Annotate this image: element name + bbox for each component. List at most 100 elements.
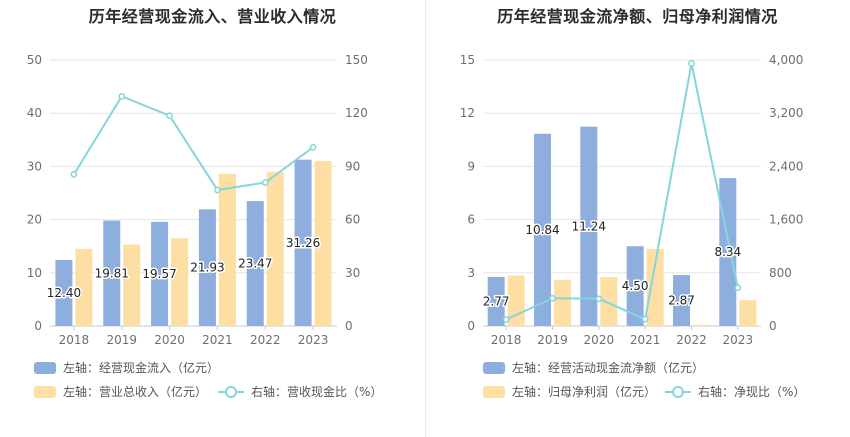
x-tick-label: 2020	[584, 333, 615, 347]
legend-line-swatch	[218, 385, 244, 398]
legend-item-series-1[interactable]: 左轴：经营现金流入（亿元）	[34, 359, 219, 376]
data-label: 4.50	[622, 279, 649, 293]
x-tick-label: 2021	[202, 333, 233, 347]
bar-series-2	[171, 238, 189, 326]
line-point	[549, 294, 556, 302]
bar-series-1	[487, 276, 505, 326]
y-left-tick-label: 6	[467, 213, 475, 227]
legend-label: 右轴：营收现金比（%）	[251, 385, 383, 399]
line-series	[505, 63, 739, 321]
data-label: 21.93	[190, 261, 224, 275]
bar-series-2	[75, 248, 93, 326]
line-point	[70, 171, 78, 178]
bar-series-1	[673, 275, 690, 326]
bar-series-2	[693, 324, 710, 326]
legend-label: 左轴：营业总收入（亿元）	[63, 385, 208, 399]
chart-title: 历年经营现金流入、营业收入情况	[88, 7, 337, 26]
x-tick-label: 2023	[723, 333, 754, 347]
data-label: 11.24	[572, 219, 606, 233]
y-left-tick-label: 30	[27, 159, 42, 173]
bar-series-1	[246, 201, 264, 326]
bar-series-2	[218, 173, 236, 326]
line-point	[688, 59, 695, 67]
x-tick-label: 2018	[59, 333, 90, 347]
y-left-tick-label: 0	[467, 319, 475, 333]
legend-swatch	[483, 385, 505, 398]
bar-series-1	[294, 159, 312, 326]
data-label: 23.47	[238, 257, 272, 271]
bar-series-2	[646, 248, 664, 326]
x-tick-label: 2019	[537, 333, 568, 347]
legend-item-series-3[interactable]: 右轴：营收现金比（%）	[218, 383, 382, 400]
legend-label: 右轴：净现比（%）	[698, 385, 806, 399]
y-left-tick-label: 50	[27, 53, 42, 67]
line-point	[214, 186, 221, 194]
chart-panel-net-cash: 历年经营现金流净额、归母净利润情况 0 0 3 800 6 1,600 9 2,400 12 3,…	[425, 0, 850, 437]
data-label: 2.77	[483, 294, 510, 308]
line-point	[166, 112, 173, 120]
panel-divider	[425, 0, 426, 437]
data-label: 19.57	[142, 267, 176, 281]
bar-series-1	[626, 246, 644, 326]
legend-item-series-2[interactable]: 左轴：营业总收入（亿元）	[34, 383, 207, 400]
chart-title: 历年经营现金流净额、归母净利润情况	[497, 7, 778, 26]
y-right-tick-label: 2,400	[769, 159, 803, 173]
line-point	[641, 315, 649, 323]
line-point	[261, 179, 269, 186]
line-point	[502, 316, 510, 323]
data-label: 8.34	[714, 245, 741, 259]
bar-series-2	[739, 300, 757, 326]
data-label: 12.40	[47, 286, 81, 300]
bar-series-2	[123, 244, 141, 326]
y-left-tick-label: 9	[467, 159, 475, 173]
legend-swatch	[34, 385, 56, 398]
legend-line-swatch	[665, 385, 691, 398]
x-tick-label: 2020	[154, 333, 185, 347]
bar-series-2	[266, 171, 284, 326]
chart-panel-cash-inflow: 历年经营现金流入、营业收入情况 0 0 10 30 20 60 30 90 40 120 50 150…	[27, 7, 383, 400]
y-left-tick-label: 3	[467, 266, 475, 280]
y-left-tick-label: 40	[27, 106, 42, 120]
y-right-tick-label: 30	[345, 266, 360, 280]
legend-item-series-2[interactable]: 左轴：归母净利润（亿元）	[483, 383, 656, 400]
y-right-tick-label: 60	[345, 213, 360, 227]
line-point	[118, 93, 126, 100]
y-left-tick-label: 0	[34, 319, 42, 333]
y-left-tick-label: 12	[460, 106, 475, 120]
x-tick-label: 2022	[676, 333, 707, 347]
legend-item-series-1[interactable]: 左轴：经营活动现金流净额（亿元）	[483, 359, 704, 376]
y-left-tick-label: 20	[27, 213, 42, 227]
y-left-tick-label: 15	[460, 53, 475, 67]
y-right-tick-label: 800	[769, 266, 792, 280]
y-right-tick-label: 150	[345, 53, 368, 67]
y-right-tick-label: 120	[345, 106, 368, 120]
legend-item-series-3[interactable]: 右轴：净现比（%）	[665, 383, 805, 400]
line-point	[734, 284, 742, 292]
legend-swatch	[483, 361, 505, 374]
y-right-tick-label: 1,600	[769, 213, 803, 227]
y-right-tick-label: 0	[345, 319, 353, 333]
x-tick-label: 2019	[106, 333, 137, 347]
legend-label: 左轴：归母净利润（亿元）	[512, 385, 657, 399]
y-right-tick-label: 90	[345, 159, 360, 173]
chart-plot-area: 0 0 10 30 20 60 30 90 40 120 50 150 2018 2019 2020 2021…	[27, 53, 368, 347]
y-right-tick-label: 4,000	[769, 53, 803, 67]
data-label: 31.26	[286, 236, 320, 250]
bar-series-1	[198, 209, 216, 326]
chart-plot-area: 0 0 3 800 6 1,600 9 2,400 12 3,200 15 4,000 2018 2019…	[460, 53, 804, 347]
x-tick-label: 2023	[298, 333, 329, 347]
line-point	[309, 143, 317, 151]
x-tick-label: 2021	[630, 333, 661, 347]
bar-series-1	[534, 133, 551, 326]
legend-label: 左轴：经营活动现金流净额（亿元）	[512, 361, 705, 375]
bar-series-1	[580, 126, 598, 326]
data-label: 2.87	[668, 294, 695, 308]
bar-series-2	[600, 277, 618, 326]
legend-label: 左轴：经营现金流入（亿元）	[63, 361, 220, 375]
y-left-tick-label: 10	[27, 266, 42, 280]
bar-series-1	[151, 221, 169, 326]
y-right-tick-label: 0	[769, 319, 777, 333]
bar-series-2	[314, 161, 332, 326]
x-tick-label: 2018	[491, 333, 522, 347]
bar-series-2	[554, 279, 571, 326]
